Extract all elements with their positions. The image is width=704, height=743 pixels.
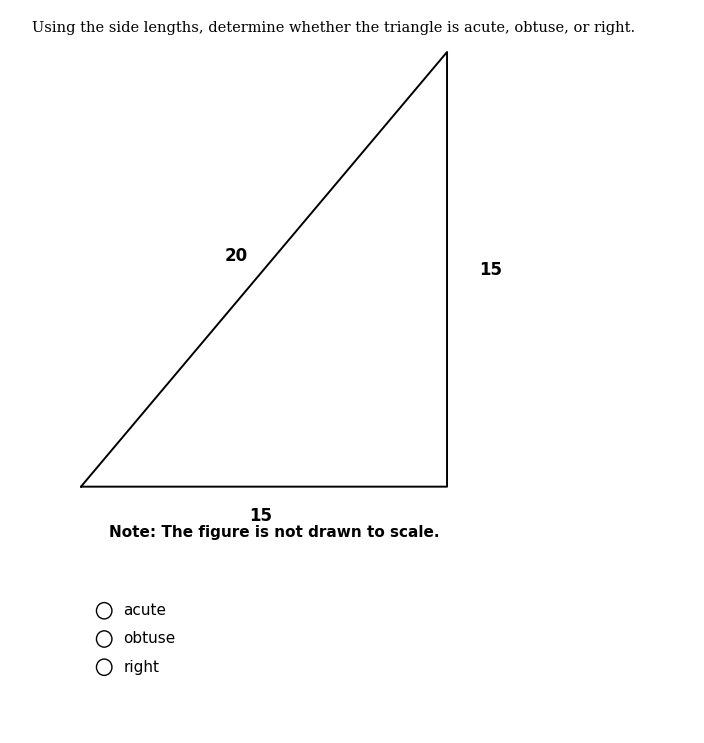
- Text: 20: 20: [225, 247, 247, 265]
- Text: Using the side lengths, determine whether the triangle is acute, obtuse, or righ: Using the side lengths, determine whethe…: [32, 21, 635, 35]
- Text: 15: 15: [479, 261, 502, 279]
- Text: right: right: [123, 660, 159, 675]
- Text: Note: The figure is not drawn to scale.: Note: The figure is not drawn to scale.: [109, 525, 439, 540]
- Text: 15: 15: [249, 507, 272, 525]
- Text: acute: acute: [123, 603, 166, 618]
- Text: obtuse: obtuse: [123, 632, 175, 646]
